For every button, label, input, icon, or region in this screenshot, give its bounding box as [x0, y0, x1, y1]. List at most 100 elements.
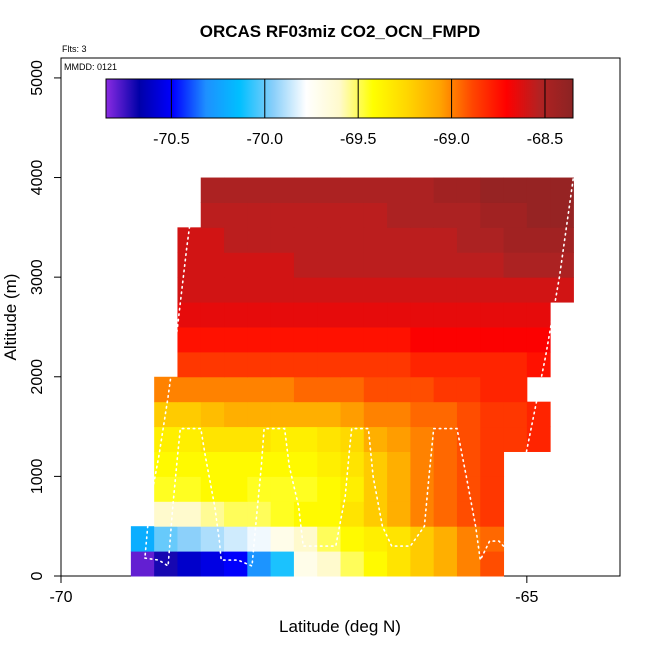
heatmap-cell [387, 476, 411, 502]
heatmap-cell [247, 551, 272, 577]
heatmap-cell [456, 252, 481, 278]
heatmap-cell [177, 401, 202, 428]
heatmap-cell [317, 426, 341, 452]
heatmap-cell [340, 252, 365, 278]
heatmap-cell [293, 252, 318, 278]
heatmap-cell [340, 351, 365, 378]
heatmap-cell [387, 501, 411, 527]
heatmap-cell [503, 277, 528, 303]
heatmap-cell [410, 426, 435, 452]
heatmap-cell [433, 351, 458, 378]
heatmap-cell [340, 202, 365, 228]
y-tick-label: 5000 [29, 60, 46, 96]
y-tick-label: 2000 [29, 359, 46, 395]
heatmap-cell [224, 227, 248, 253]
heatmap-cell [410, 177, 435, 203]
heatmap-cell [550, 277, 574, 303]
heatmap-cell [154, 401, 178, 428]
heatmap-cell [340, 177, 365, 203]
heatmap-cell [200, 277, 225, 303]
heatmap-cell [363, 277, 388, 303]
heatmap-cell [317, 277, 341, 303]
x-axis-label: Latitude (deg N) [279, 617, 401, 636]
heatmap-cell [340, 302, 365, 328]
heatmap-cell [456, 526, 481, 552]
heatmap-cell [177, 551, 202, 577]
heatmap-cell [363, 376, 388, 403]
heatmap-cell [503, 252, 528, 278]
heatmap-cell [503, 376, 528, 403]
heatmap-cell [363, 202, 388, 228]
heatmap-cell [293, 526, 318, 552]
heatmap-cell [433, 177, 458, 203]
heatmap-cell [456, 401, 481, 428]
heatmap-cell [410, 526, 435, 552]
heatmap-cell [480, 277, 505, 303]
heatmap-cell [387, 526, 411, 552]
heatmap-cell [456, 376, 481, 403]
heatmap-cell [177, 376, 202, 403]
heatmap-cell [387, 351, 411, 378]
heatmap-cell [456, 277, 481, 303]
heatmap-cell [224, 326, 248, 353]
heatmap-cell [526, 202, 551, 228]
heatmap-cell [154, 476, 178, 502]
heatmap-cell [387, 177, 411, 203]
heatmap-cell [317, 351, 341, 378]
heatmap-cell [200, 202, 225, 228]
heatmap-cell [387, 302, 411, 328]
heatmap-cell [270, 501, 295, 527]
heatmap-cell [247, 277, 272, 303]
heatmap-cell [433, 426, 458, 452]
heatmap-cell [270, 526, 295, 552]
heatmap-cell [177, 476, 202, 502]
x-tick-label: -70 [49, 589, 72, 606]
heatmap-cell [480, 451, 505, 477]
heatmap-cell [317, 526, 341, 552]
heatmap-cell [247, 476, 272, 502]
heatmap-cell [317, 476, 341, 502]
y-axis: 0 1000 2000 3000 4000 5000 [29, 60, 61, 580]
heatmap-cell [550, 227, 574, 253]
heatmap-cell [526, 277, 551, 303]
heatmap-cell [224, 277, 248, 303]
heatmap-cell [270, 277, 295, 303]
heatmap-cell [363, 526, 388, 552]
heatmap-cell [224, 476, 248, 502]
flights-annotation: Flts: 3 [62, 44, 87, 54]
heatmap-cell [503, 326, 528, 353]
heatmap-cell [410, 501, 435, 527]
heatmap-cell [177, 277, 202, 303]
heatmap-cell [247, 227, 272, 253]
heatmap-cell [200, 252, 225, 278]
y-tick-label: 0 [29, 571, 46, 580]
heatmap-cell [363, 252, 388, 278]
heatmap-cell [270, 476, 295, 502]
heatmap-cell [200, 501, 225, 527]
heatmap-cell [410, 252, 435, 278]
heatmap-cell [433, 551, 458, 577]
heatmap-cell [270, 451, 295, 477]
heatmap-cell [293, 277, 318, 303]
heatmap-cell [270, 227, 295, 253]
heatmap-cell [154, 376, 178, 403]
heatmap-cell [200, 326, 225, 353]
date-annotation: MMDD: 0121 [64, 62, 117, 72]
heatmap-cell [293, 501, 318, 527]
heatmap-cell [317, 302, 341, 328]
heatmap-cell [480, 227, 505, 253]
heatmap-cell [200, 376, 225, 403]
heatmap-cell [200, 451, 225, 477]
heatmap-cell [433, 526, 458, 552]
heatmap-cell [154, 501, 178, 527]
heatmap-cell [200, 177, 225, 203]
heatmap-cell [317, 202, 341, 228]
heatmap-cell [200, 302, 225, 328]
heatmap-cell [224, 451, 248, 477]
y-tick-label: 3000 [29, 259, 46, 295]
heatmap-cell [247, 351, 272, 378]
heatmap-cell [293, 426, 318, 452]
heatmap-cell [224, 426, 248, 452]
flight-track [144, 176, 575, 568]
